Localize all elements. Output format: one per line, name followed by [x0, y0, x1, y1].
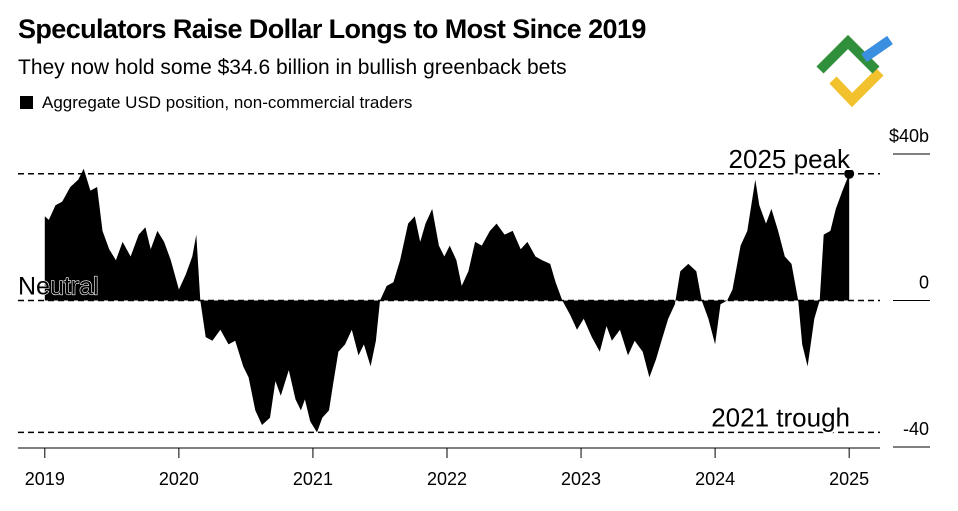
logo [816, 34, 893, 108]
y-tick-label: $40b [889, 126, 929, 146]
y-tick-label: -40 [903, 419, 929, 439]
annotation-label: 2025 peak [729, 144, 851, 174]
annotation-label: Neutral [18, 273, 99, 301]
x-tick-label: 2025 [829, 469, 869, 489]
legend-label: Aggregate USD position, non-commercial t… [42, 93, 412, 112]
chart-subtitle: They now hold some $34.6 billion in bull… [18, 56, 567, 79]
x-tick-label: 2021 [293, 469, 333, 489]
x-tick-label: 2022 [427, 469, 467, 489]
x-tick-label: 2019 [25, 469, 65, 489]
x-tick-label: 2024 [695, 469, 735, 489]
x-tick-label: 2020 [159, 469, 199, 489]
annotation-label: 2021 trough [711, 402, 850, 432]
x-tick-label: 2023 [561, 469, 601, 489]
legend-swatch [20, 96, 33, 109]
chart-title: Speculators Raise Dollar Longs to Most S… [18, 14, 646, 44]
y-tick-label: 0 [919, 273, 929, 293]
area [44, 168, 850, 433]
